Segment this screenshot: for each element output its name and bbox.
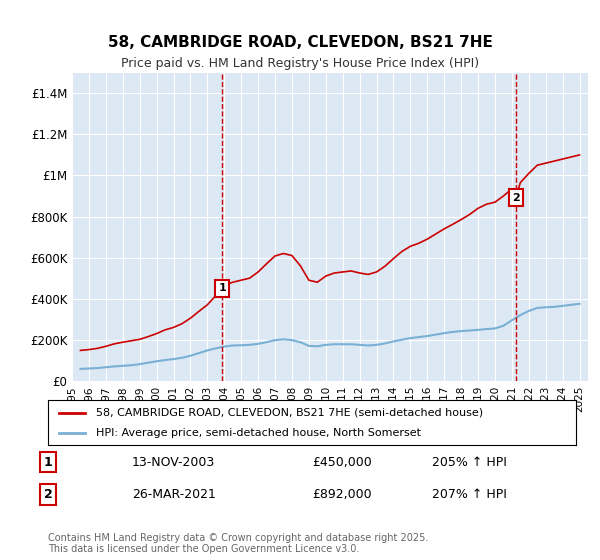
Text: £892,000: £892,000 <box>312 488 371 501</box>
Text: 58, CAMBRIDGE ROAD, CLEVEDON, BS21 7HE: 58, CAMBRIDGE ROAD, CLEVEDON, BS21 7HE <box>107 35 493 50</box>
Text: HPI: Average price, semi-detached house, North Somerset: HPI: Average price, semi-detached house,… <box>95 428 421 438</box>
Text: 205% ↑ HPI: 205% ↑ HPI <box>432 456 507 469</box>
Text: 13-NOV-2003: 13-NOV-2003 <box>132 456 215 469</box>
Text: 2: 2 <box>44 488 52 501</box>
Text: Contains HM Land Registry data © Crown copyright and database right 2025.
This d: Contains HM Land Registry data © Crown c… <box>48 533 428 554</box>
Text: 26-MAR-2021: 26-MAR-2021 <box>132 488 216 501</box>
Text: 58, CAMBRIDGE ROAD, CLEVEDON, BS21 7HE (semi-detached house): 58, CAMBRIDGE ROAD, CLEVEDON, BS21 7HE (… <box>95 408 482 418</box>
Text: 1: 1 <box>44 456 52 469</box>
Text: Price paid vs. HM Land Registry's House Price Index (HPI): Price paid vs. HM Land Registry's House … <box>121 57 479 70</box>
Text: £450,000: £450,000 <box>312 456 372 469</box>
Text: 207% ↑ HPI: 207% ↑ HPI <box>432 488 507 501</box>
Text: 2: 2 <box>512 193 520 203</box>
Text: 1: 1 <box>218 283 226 293</box>
